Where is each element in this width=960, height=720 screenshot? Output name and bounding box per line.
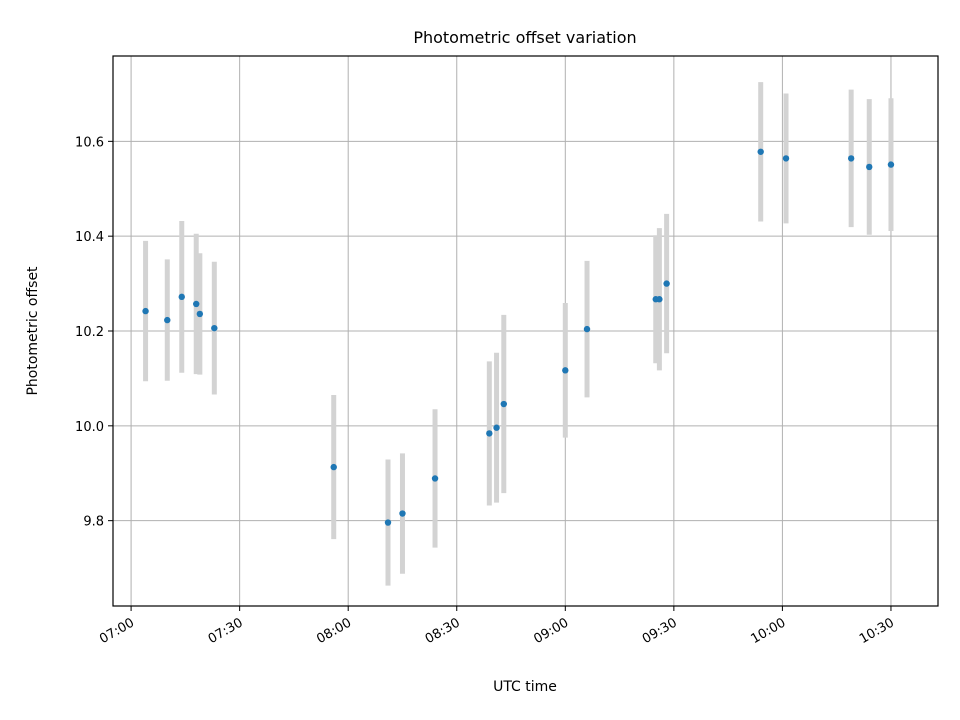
data-points [142,148,895,526]
data-point [782,155,790,162]
data-point [330,463,337,471]
data-point [663,280,670,287]
data-point [178,293,185,301]
y-tick-label: 10.6 [75,135,104,150]
x-axis-label: UTC time [493,679,557,695]
chart-title: Photometric offset variation [413,28,636,47]
y-tick-label: 10.0 [75,420,104,435]
data-point [193,300,200,308]
data-point [142,307,149,315]
data-point [583,325,591,333]
y-tick-label: 10.2 [75,325,104,340]
data-point [399,510,406,517]
data-point [196,310,204,318]
data-point [656,296,663,303]
y-tick-label: 10.4 [75,230,104,245]
data-point [164,316,171,324]
data-point [486,430,493,437]
data-point [384,519,392,526]
data-point [500,400,507,408]
y-axis-ticks: 9.8 10.0 10.2 10.4 10.6 [75,135,113,530]
y-axis-label: Photometric offset [25,266,41,396]
data-point [866,163,873,171]
data-point [493,424,500,431]
data-point [757,148,764,155]
data-point [431,475,439,482]
data-point [847,155,855,162]
data-point [887,161,895,168]
data-point [562,367,569,374]
y-tick-label: 9.8 [83,515,104,530]
data-point [211,324,218,332]
